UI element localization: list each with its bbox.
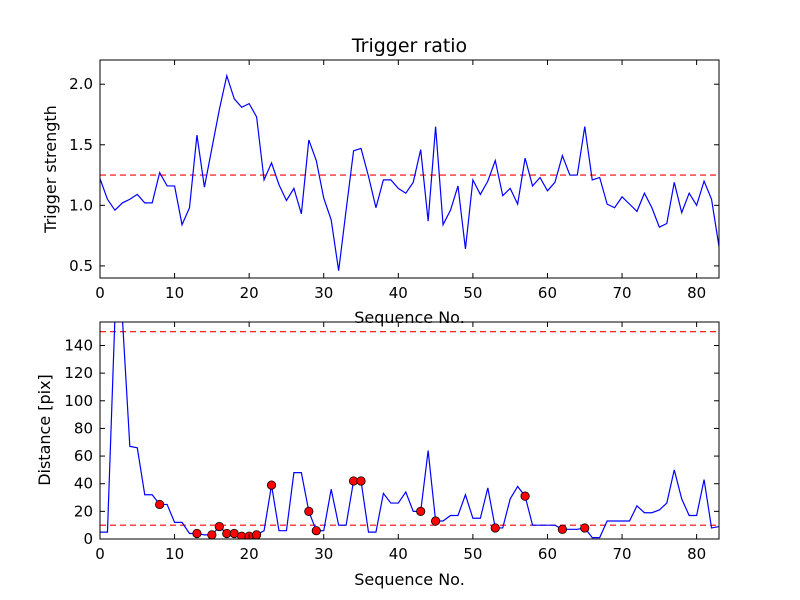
trigger-y-tick-label: 1.5 — [69, 136, 93, 154]
trigger-y-tick-label: 1.0 — [69, 196, 93, 214]
distance-plot-area: 0 10 20 30 40 50 60 70 80 0 20 40 60 80 100 120 140 — [64, 321, 720, 563]
distance-marker-point — [311, 526, 321, 536]
distance-marker-point — [431, 516, 441, 526]
distance-marks — [100, 322, 719, 539]
distance-y-tick-label: 40 — [74, 475, 93, 493]
distance-y-tick-label: 100 — [64, 392, 93, 410]
trigger-plot-frame — [99, 59, 720, 279]
trigger-x-tick-label: 60 — [538, 284, 557, 302]
distance-marker-point — [266, 480, 277, 490]
distance-y-tick-label: 60 — [74, 447, 93, 465]
trigger-x-tick-label: 20 — [240, 284, 259, 302]
trigger-series-line — [100, 73, 719, 271]
trigger-x-tick-label: 0 — [95, 284, 105, 302]
distance-marker-point — [192, 528, 202, 539]
distance-marker-point — [520, 491, 530, 501]
trigger-ratio-chart: Trigger ratio 0 10 20 30 40 50 60 70 80 0.5 1.0 1.5… — [41, 35, 720, 327]
trigger-y-axis-label: Trigger strength — [41, 105, 60, 234]
distance-x-tick-label: 0 — [95, 545, 105, 563]
distance-marker-point — [557, 524, 567, 534]
distance-marker-point — [580, 523, 590, 533]
distance-y-tick-label: 20 — [74, 502, 93, 520]
trigger-x-tick-label: 70 — [613, 284, 632, 302]
trigger-y-tick-label: 0.5 — [69, 257, 93, 275]
distance-marker-point — [490, 523, 500, 533]
distance-marker-point — [155, 499, 165, 510]
distance-x-tick-label: 80 — [687, 545, 706, 563]
distance-x-tick-label: 30 — [314, 545, 333, 563]
trigger-x-tick-label: 40 — [389, 284, 408, 302]
distance-marker-point — [207, 530, 217, 539]
distance-marker-point — [214, 521, 224, 532]
distance-series-line — [100, 322, 719, 539]
distance-marker-point — [304, 506, 314, 516]
distance-marker-point — [416, 506, 426, 516]
trigger-marks — [100, 73, 719, 271]
trigger-x-axis-label: Sequence No. — [354, 308, 465, 327]
trigger-plot-area: 0 10 20 30 40 50 60 70 80 0.5 1.0 1.5 2.0 — [69, 59, 720, 302]
distance-marker-point — [356, 476, 366, 486]
chart-title: Trigger ratio — [351, 35, 467, 57]
distance-x-tick-label: 50 — [463, 545, 482, 563]
distance-x-tick-label: 20 — [240, 545, 259, 563]
distance-y-tick-label: 140 — [64, 336, 93, 354]
distance-x-axis-label: Sequence No. — [354, 570, 465, 589]
distance-x-tick-label: 40 — [389, 545, 408, 563]
trigger-x-tick-label: 10 — [165, 284, 184, 302]
distance-y-tick-label: 0 — [83, 530, 93, 548]
distance-y-tick-label: 80 — [74, 419, 93, 437]
trigger-ticks: 0 10 20 30 40 50 60 70 80 0.5 1.0 1.5 2.0 — [69, 60, 719, 302]
distance-chart: 0 10 20 30 40 50 60 70 80 0 20 40 60 80 100 120 140 Sequ… — [35, 321, 720, 589]
distance-x-tick-label: 70 — [613, 545, 632, 563]
trigger-x-tick-label: 30 — [314, 284, 333, 302]
distance-plot-frame — [99, 321, 720, 540]
trigger-x-tick-label: 50 — [463, 284, 482, 302]
distance-x-tick-label: 10 — [165, 545, 184, 563]
distance-ticks: 0 10 20 30 40 50 60 70 80 0 20 40 60 80 100 120 140 — [64, 322, 719, 563]
distance-marker-point — [252, 530, 262, 539]
distance-y-tick-label: 120 — [64, 364, 93, 382]
distance-x-tick-label: 60 — [538, 545, 557, 563]
trigger-y-tick-label: 2.0 — [69, 75, 93, 93]
distance-y-axis-label: Distance [pix] — [35, 374, 54, 486]
trigger-x-tick-label: 80 — [687, 284, 706, 302]
